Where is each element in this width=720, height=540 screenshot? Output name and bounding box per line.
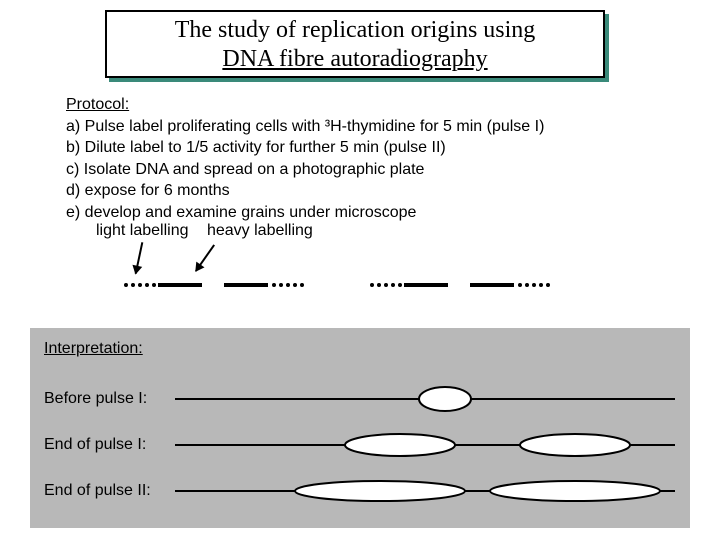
protocol-step: b) Dilute label to 1/5 activity for furt… [66,137,544,159]
protocol-step: d) expose for 6 months [66,180,544,202]
title-line2: DNA fibre autoradiography [115,45,595,74]
labelling-labels: light labelling heavy labelling [96,222,313,240]
interp-label: End of pulse II: [44,482,174,500]
interp-label: Before pulse I: [44,390,174,408]
title-line1: The study of replication origins using [115,16,595,45]
light-labelling-label: light labelling [96,222,189,240]
protocol-step: a) Pulse label proliferating cells with … [66,116,544,138]
arrow-light-icon [135,242,144,274]
protocol-step: c) Isolate DNA and spread on a photograp… [66,159,544,181]
interp-label: End of pulse I: [44,436,174,454]
interp-row-before: Before pulse I: [44,376,676,422]
interpretation-panel: Interpretation: Before pulse I: End of p… [30,328,690,528]
title-box: The study of replication origins using D… [105,10,605,78]
protocol-step: e) develop and examine grains under micr… [66,202,544,224]
arrow-heavy-icon [195,244,215,271]
fibre-diagram-pulse2 [174,471,676,511]
interpretation-heading: Interpretation: [44,340,676,358]
fibre-diagram-before [174,379,676,419]
interp-row-pulse2: End of pulse II: [44,468,676,514]
fibre-diagram-pulse1 [174,425,676,465]
heavy-labelling-label: heavy labelling [207,222,313,240]
protocol-heading: Protocol: [66,94,544,116]
interp-row-pulse1: End of pulse I: [44,422,676,468]
protocol-block: Protocol: a) Pulse label proliferating c… [66,94,544,224]
